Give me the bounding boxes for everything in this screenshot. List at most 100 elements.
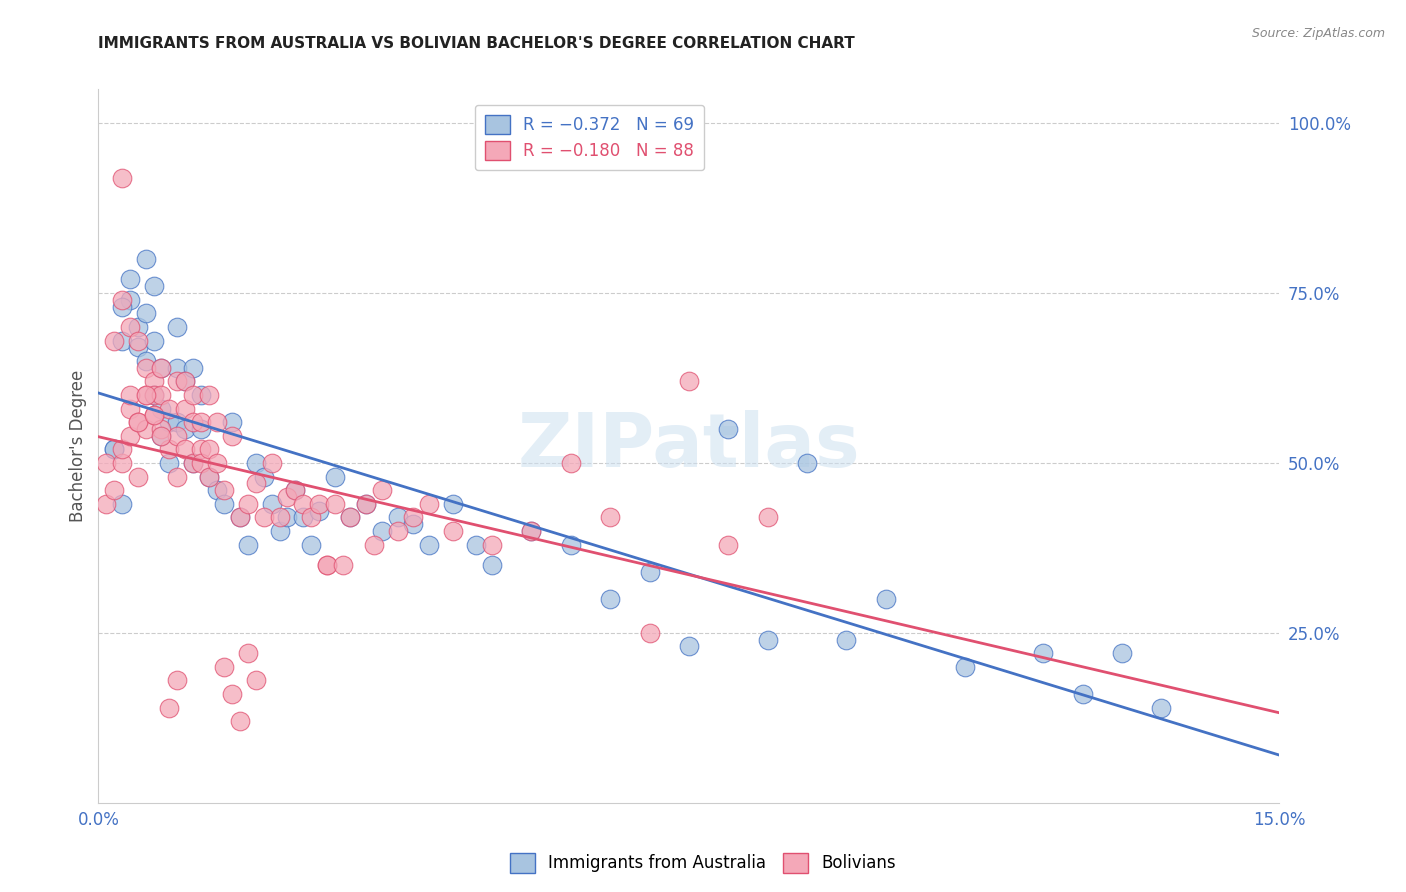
Point [315,558,337,572]
Point [560,537,582,551]
Point [135,388,157,402]
Point [465,537,488,551]
Point [260,497,283,511]
Point [190,415,212,429]
Point [150,429,173,443]
Point [111,170,134,185]
Point [253,469,276,483]
Point [111,456,134,470]
Point [157,456,180,470]
Text: ZIPatlas: ZIPatlas [517,409,860,483]
Point [142,388,165,402]
Point [599,510,621,524]
Point [292,497,315,511]
Point [135,306,157,320]
Point [236,537,259,551]
Point [520,524,543,538]
Point [118,293,141,307]
Point [150,401,173,416]
Point [441,524,464,538]
Point [276,490,298,504]
Point [481,537,503,551]
Point [142,409,165,423]
Point [197,469,219,483]
Point [142,334,165,348]
Point [315,558,337,572]
Point [678,640,700,654]
Point [174,375,197,389]
Point [197,469,219,483]
Point [181,456,204,470]
Point [284,483,307,498]
Point [756,632,779,647]
Point [181,456,204,470]
Point [181,360,204,375]
Point [953,660,976,674]
Point [717,537,740,551]
Point [387,510,409,524]
Point [245,673,267,688]
Point [127,341,149,355]
Point [166,375,188,389]
Point [181,415,204,429]
Point [157,401,180,416]
Point [157,442,180,457]
Point [332,558,354,572]
Point [166,360,188,375]
Point [638,626,661,640]
Point [323,469,346,483]
Point [339,510,361,524]
Point [308,503,330,517]
Point [481,558,503,572]
Text: Source: ZipAtlas.com: Source: ZipAtlas.com [1251,27,1385,40]
Point [1150,700,1173,714]
Point [418,497,440,511]
Point [118,429,141,443]
Point [299,510,322,524]
Point [354,497,377,511]
Point [150,388,173,402]
Point [245,456,267,470]
Point [402,510,425,524]
Point [118,272,141,286]
Point [142,375,165,389]
Point [135,252,157,266]
Point [260,456,283,470]
Point [150,360,173,375]
Point [236,497,259,511]
Point [560,456,582,470]
Point [1032,646,1054,660]
Point [190,456,212,470]
Point [174,442,197,457]
Point [308,497,330,511]
Point [103,442,125,457]
Point [599,591,621,606]
Point [371,524,394,538]
Point [214,483,236,498]
Point [197,442,219,457]
Point [339,510,361,524]
Legend: Immigrants from Australia, Bolivians: Immigrants from Australia, Bolivians [503,847,903,880]
Point [150,422,173,436]
Point [135,354,157,368]
Point [157,700,180,714]
Point [174,401,197,416]
Point [418,537,440,551]
Point [221,687,243,701]
Point [166,320,188,334]
Point [127,320,149,334]
Point [103,483,125,498]
Point [717,422,740,436]
Point [520,524,543,538]
Legend: R = −0.372   N = 69, R = −0.180   N = 88: R = −0.372 N = 69, R = −0.180 N = 88 [475,104,704,169]
Point [387,524,409,538]
Point [127,469,149,483]
Point [276,510,298,524]
Point [190,422,212,436]
Point [142,279,165,293]
Point [236,646,259,660]
Point [157,415,180,429]
Point [197,388,219,402]
Point [118,388,141,402]
Point [96,456,118,470]
